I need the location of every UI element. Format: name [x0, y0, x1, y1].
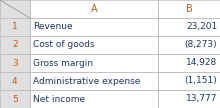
Bar — [158, 36, 220, 54]
Bar — [30, 36, 158, 54]
Text: Administrative expense: Administrative expense — [33, 76, 140, 86]
Bar — [0, 36, 30, 54]
Text: Net income: Net income — [33, 94, 85, 103]
Bar — [0, 54, 30, 72]
Bar — [0, 0, 30, 18]
Bar — [0, 0, 30, 18]
Text: 5: 5 — [12, 94, 18, 103]
Bar — [30, 36, 158, 54]
Text: 4: 4 — [12, 76, 18, 86]
Bar — [30, 90, 158, 108]
Bar — [0, 72, 30, 90]
Text: 14,928: 14,928 — [186, 59, 217, 68]
Bar — [158, 90, 220, 108]
Bar — [158, 36, 220, 54]
Bar — [30, 0, 158, 18]
Bar — [158, 54, 220, 72]
Bar — [158, 18, 220, 36]
Text: 13,777: 13,777 — [186, 94, 217, 103]
Bar — [30, 72, 158, 90]
Bar — [30, 18, 158, 36]
Bar — [30, 90, 158, 108]
Bar — [158, 90, 220, 108]
Bar — [30, 18, 158, 36]
Text: B: B — [186, 4, 192, 14]
Text: (1,151): (1,151) — [185, 76, 217, 86]
Bar — [0, 36, 30, 54]
Bar — [30, 54, 158, 72]
Text: (8,273): (8,273) — [185, 40, 217, 49]
Bar — [158, 72, 220, 90]
Bar — [158, 0, 220, 18]
Text: 2: 2 — [12, 40, 18, 49]
Bar — [0, 54, 30, 72]
Text: 3: 3 — [12, 59, 18, 68]
Bar — [30, 54, 158, 72]
Bar — [158, 18, 220, 36]
Bar — [30, 0, 158, 18]
Bar — [158, 0, 220, 18]
Text: 1: 1 — [12, 22, 18, 32]
Text: A: A — [91, 4, 97, 14]
Text: Cost of goods: Cost of goods — [33, 40, 95, 49]
Bar — [0, 90, 30, 108]
Bar — [0, 18, 30, 36]
Bar — [158, 54, 220, 72]
Bar — [0, 90, 30, 108]
Bar — [0, 72, 30, 90]
Bar — [158, 72, 220, 90]
Bar — [30, 72, 158, 90]
Text: 23,201: 23,201 — [186, 22, 217, 32]
Text: Gross margin: Gross margin — [33, 59, 93, 68]
Bar — [0, 18, 30, 36]
Text: Revenue: Revenue — [33, 22, 73, 32]
